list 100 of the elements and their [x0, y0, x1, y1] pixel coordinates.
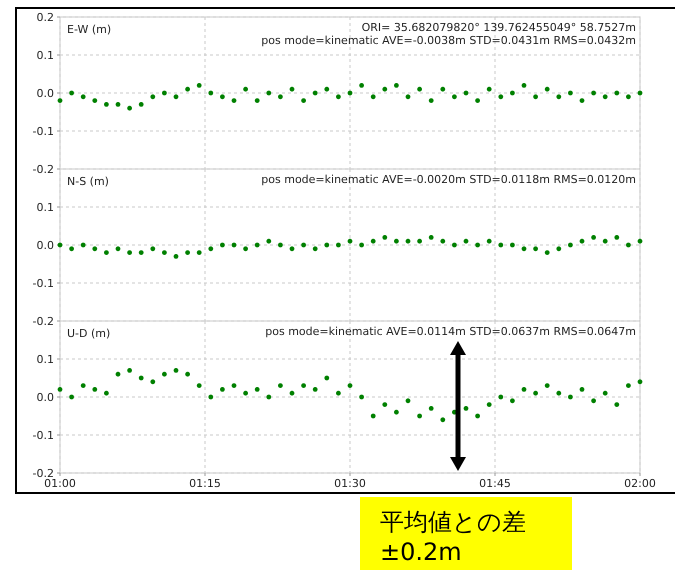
- point: [591, 398, 596, 404]
- point: [127, 368, 132, 373]
- point: [544, 250, 550, 255]
- point: [394, 410, 399, 415]
- point: [359, 242, 364, 248]
- point: [116, 246, 120, 252]
- point: [58, 98, 62, 103]
- point: [324, 242, 330, 248]
- point: [370, 238, 376, 244]
- annotation: pos mode=kinematic AVE=0.0114m STD=0.0637m RMS=0.0647m: [265, 325, 636, 338]
- point: [580, 98, 584, 103]
- point: [626, 383, 631, 388]
- point: [498, 242, 504, 248]
- point: [301, 98, 306, 103]
- point: [556, 246, 562, 252]
- point: [243, 86, 248, 92]
- y-tick-label: 0.1: [36, 200, 54, 214]
- point: [116, 102, 120, 107]
- point: [174, 254, 178, 259]
- point: [498, 394, 504, 400]
- point: [278, 94, 283, 100]
- y-tick-label: 0.2: [36, 10, 54, 24]
- point: [104, 390, 109, 396]
- x-tick-label: 01:30: [334, 477, 366, 490]
- point: [602, 238, 608, 244]
- point: [602, 390, 608, 396]
- point: [185, 250, 190, 255]
- point: [591, 235, 596, 240]
- point: [336, 390, 341, 396]
- y-axis-title: N-S (m): [67, 175, 109, 188]
- point: [162, 250, 167, 255]
- point: [580, 238, 584, 244]
- point: [127, 106, 132, 111]
- point: [196, 83, 202, 88]
- point: [324, 86, 330, 92]
- point: [278, 383, 283, 388]
- point: [626, 242, 631, 248]
- point: [544, 86, 550, 92]
- point: [138, 102, 144, 107]
- point: [290, 390, 294, 396]
- point: [92, 98, 98, 103]
- point: [638, 90, 642, 96]
- point: [510, 398, 515, 404]
- point: [232, 98, 236, 103]
- y-tick-label: -0.2: [32, 162, 54, 176]
- point: [440, 417, 446, 422]
- point: [464, 238, 468, 244]
- point: [440, 238, 446, 244]
- y-axis-title: E-W (m): [67, 23, 112, 36]
- point: [406, 94, 410, 100]
- point: [486, 402, 492, 407]
- point: [290, 246, 294, 252]
- point: [406, 398, 410, 404]
- point: [324, 376, 330, 380]
- point: [580, 387, 584, 392]
- point: [208, 246, 214, 252]
- y-tick-label: 0.0: [36, 86, 54, 100]
- point: [638, 379, 642, 384]
- point: [162, 90, 167, 96]
- point: [336, 242, 341, 248]
- point: [406, 238, 410, 244]
- point: [382, 235, 388, 240]
- point: [138, 376, 144, 380]
- point: [533, 246, 538, 252]
- y-tick-label: -0.1: [32, 276, 54, 290]
- y-tick-label: 0.1: [36, 48, 54, 62]
- point: [232, 383, 236, 388]
- point: [591, 90, 596, 96]
- point: [568, 242, 573, 248]
- point: [80, 94, 86, 100]
- point: [69, 394, 74, 400]
- point: [58, 387, 62, 392]
- point: [464, 406, 468, 411]
- point: [92, 246, 98, 252]
- y-tick-label: -0.2: [32, 314, 54, 328]
- point: [254, 98, 260, 103]
- point: [522, 246, 526, 252]
- point: [370, 94, 376, 100]
- point: [208, 394, 214, 400]
- y-tick-label: 0.1: [36, 352, 54, 366]
- point: [138, 250, 144, 255]
- x-tick-label: 01:45: [479, 477, 511, 490]
- point: [359, 394, 364, 400]
- point: [614, 90, 620, 96]
- point: [522, 387, 526, 392]
- point: [301, 383, 306, 388]
- point: [568, 394, 573, 400]
- point: [162, 372, 167, 377]
- point: [312, 90, 318, 96]
- point: [254, 242, 260, 248]
- point: [290, 86, 294, 92]
- point: [614, 402, 620, 407]
- point: [556, 94, 562, 100]
- point: [359, 83, 364, 88]
- point: [336, 94, 341, 100]
- point: [452, 242, 457, 248]
- point: [428, 406, 434, 411]
- point: [220, 242, 225, 248]
- point: [417, 414, 422, 418]
- point: [266, 394, 272, 400]
